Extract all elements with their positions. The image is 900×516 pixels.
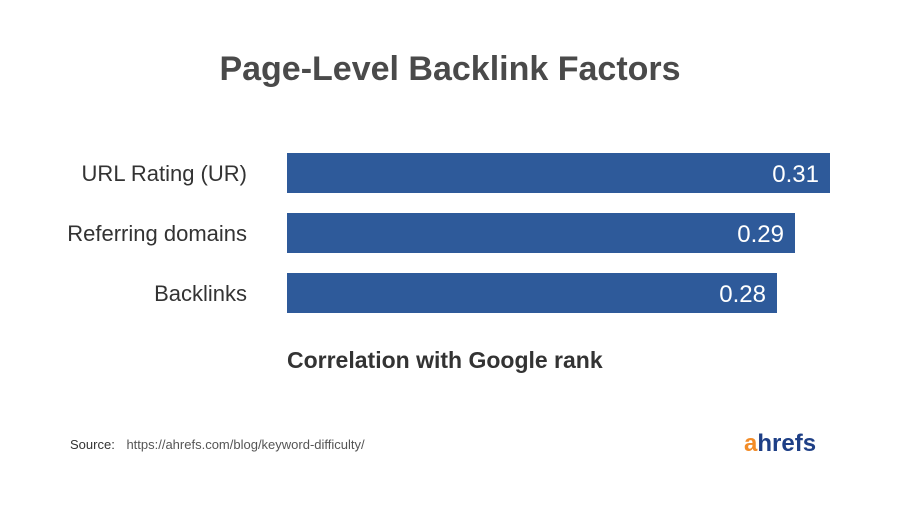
bar-0 xyxy=(287,153,830,193)
logo-first-letter: a xyxy=(744,430,758,457)
category-label-0: URL Rating (UR) xyxy=(82,161,247,186)
value-label-0: 0.31 xyxy=(772,161,819,188)
x-axis-label: Correlation with Google rank xyxy=(287,347,603,373)
chart-title: Page-Level Backlink Factors xyxy=(219,50,681,88)
ahrefs-logo: ahrefs xyxy=(744,430,816,458)
bar-2 xyxy=(287,273,777,313)
source-note: Source: https://ahrefs.com/blog/keyword-… xyxy=(70,437,365,452)
value-label-2: 0.28 xyxy=(719,281,766,308)
logo-rest: hrefs xyxy=(757,430,817,457)
category-label-1: Referring domains xyxy=(67,221,247,246)
source-url: https://ahrefs.com/blog/keyword-difficul… xyxy=(126,437,365,452)
bar-1 xyxy=(287,213,795,253)
category-label-2: Backlinks xyxy=(154,281,247,306)
source-label: Source: xyxy=(70,437,115,452)
value-label-1: 0.29 xyxy=(737,221,784,248)
